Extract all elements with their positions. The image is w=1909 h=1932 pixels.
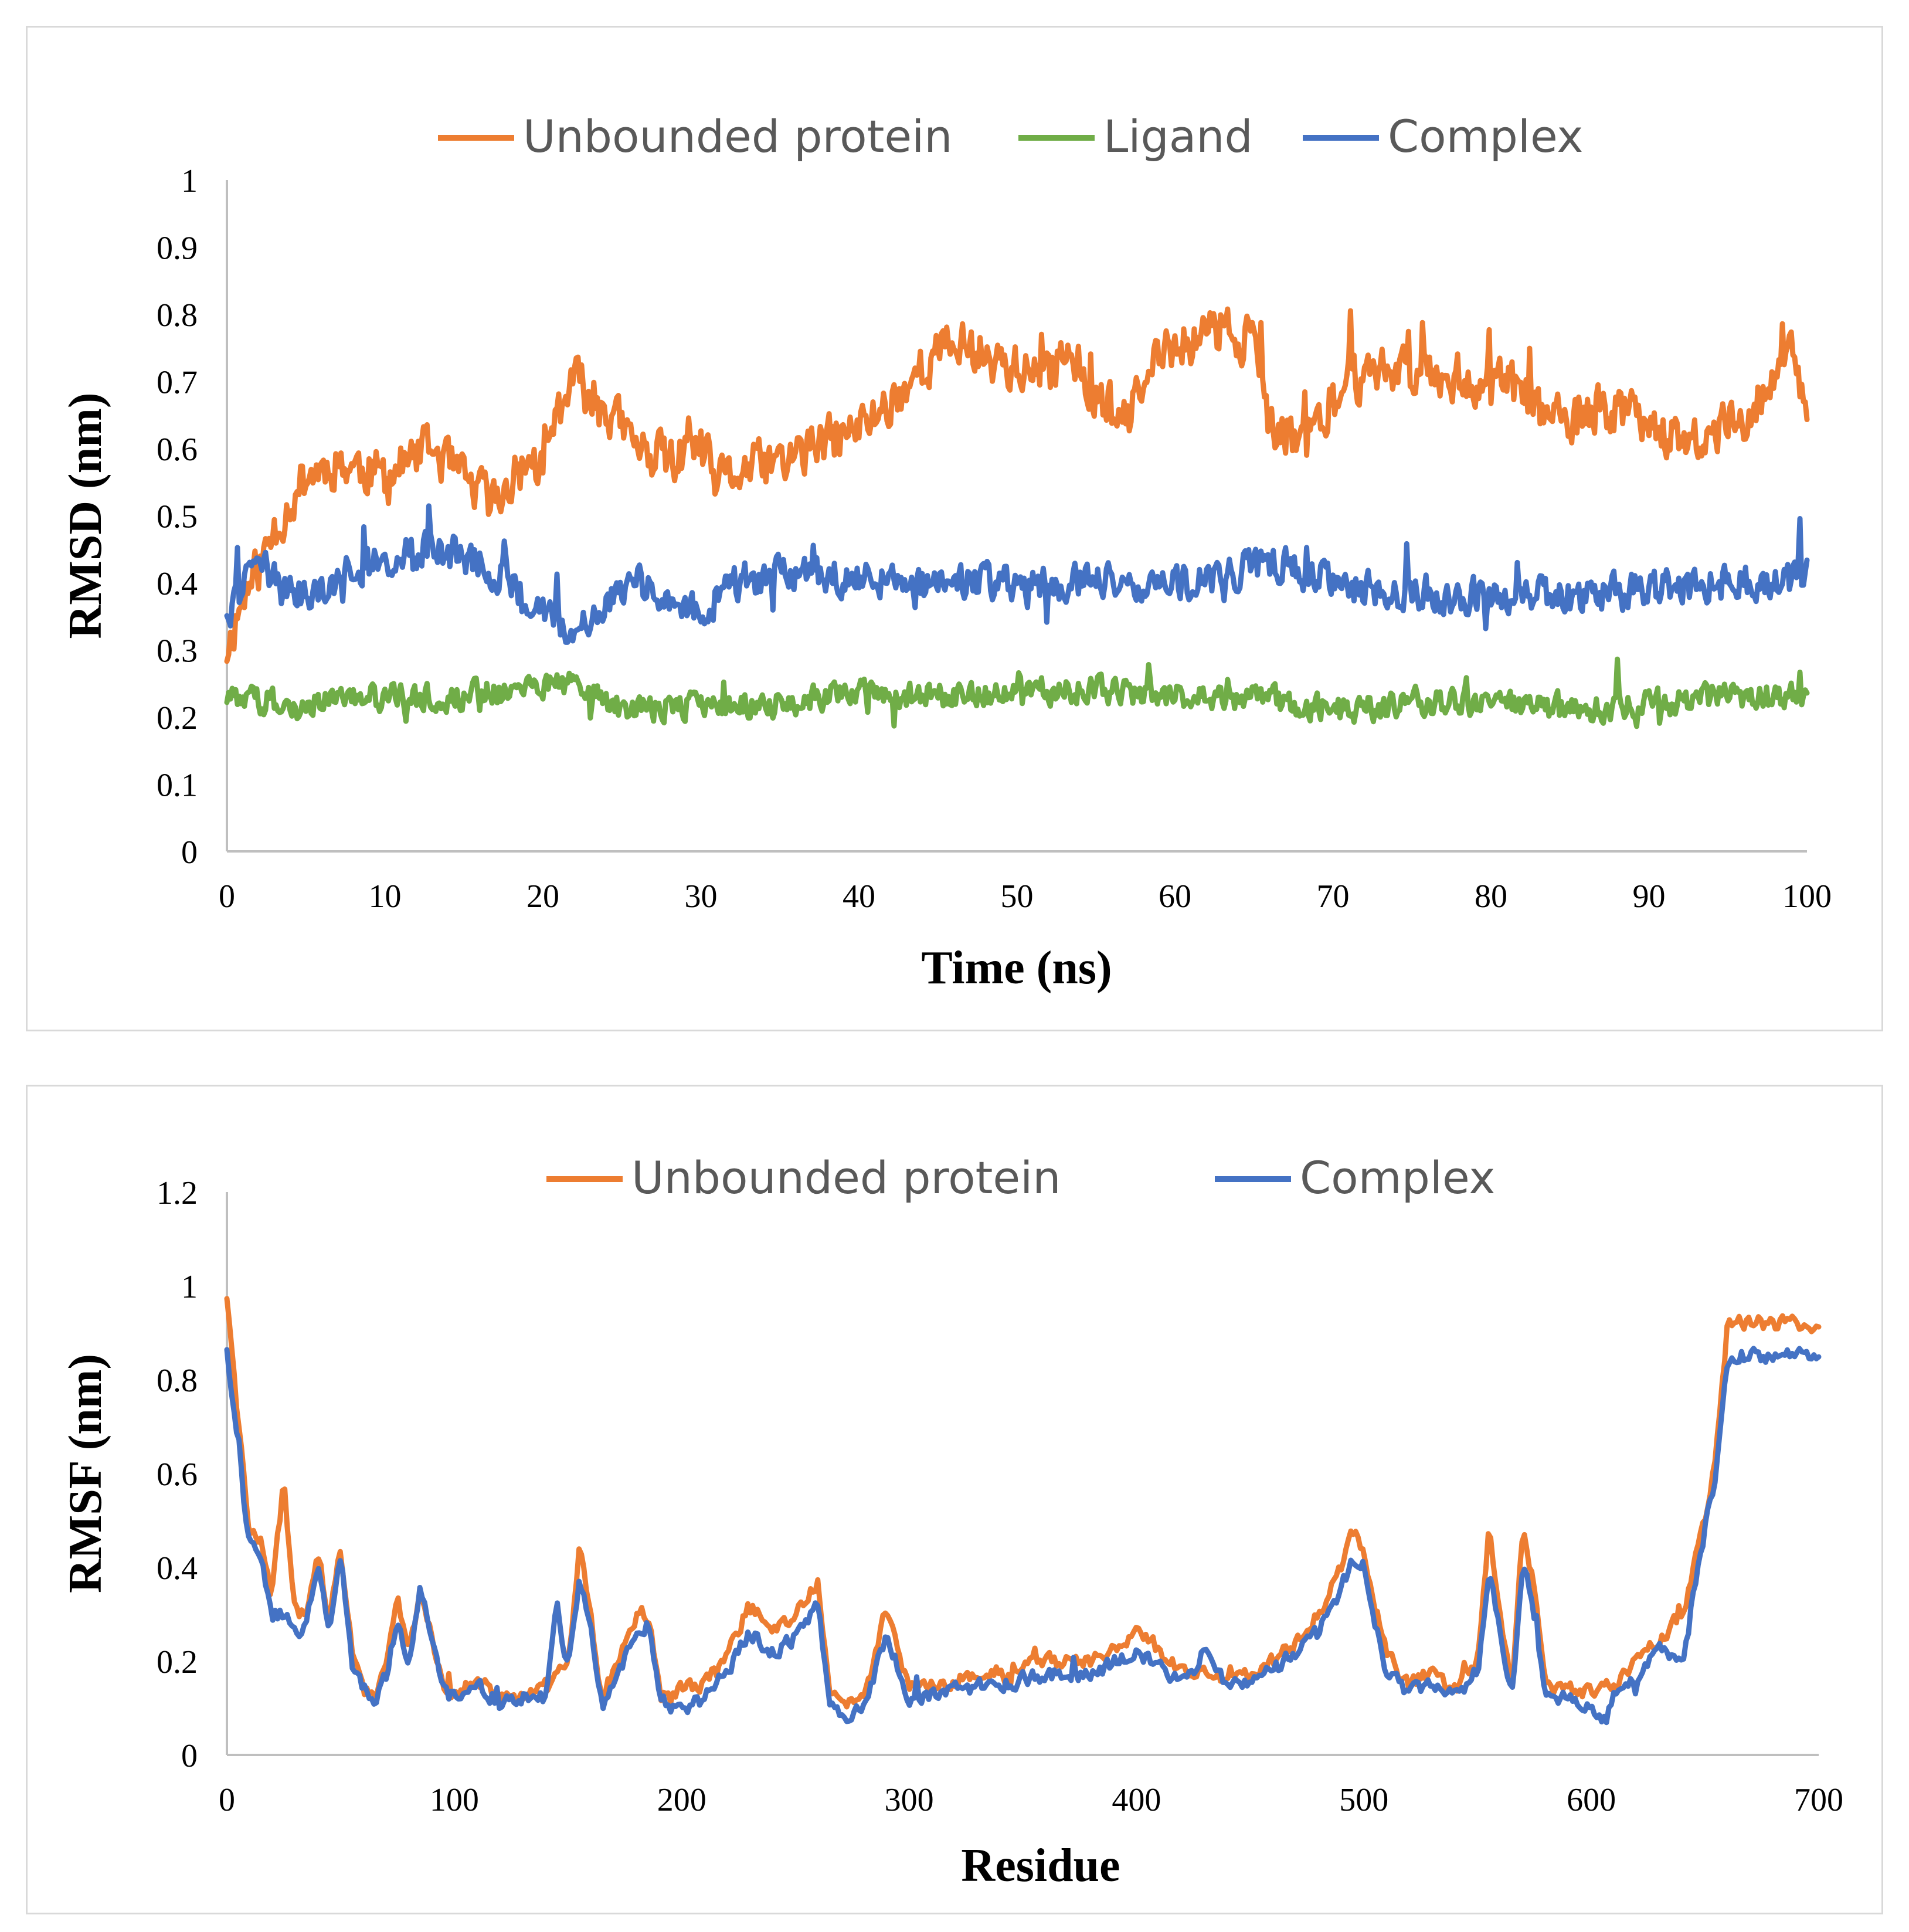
rmsf-x-tick-label: 500 (1339, 1782, 1388, 1818)
rmsd-legend-label-ligand: Ligand (1103, 110, 1253, 162)
rmsf-y-tick-label: 0 (181, 1738, 198, 1774)
rmsd-x-axis-title: Time (ns) (921, 942, 1112, 994)
rmsd-y-tick-label: 0.3 (157, 633, 198, 670)
rmsd-y-tick-label: 0 (181, 834, 198, 871)
rmsd-x-tick-label: 50 (1001, 878, 1034, 915)
rmsd-x-tick-label: 80 (1475, 878, 1507, 915)
rmsf-x-tick-label: 0 (219, 1782, 235, 1818)
rmsf-series-complex (224, 1346, 1822, 1726)
rmsd-y-tick-label: 0.5 (157, 499, 198, 535)
rmsf-x-tick-label: 100 (430, 1782, 479, 1818)
rmsd-series-complex (224, 503, 1810, 645)
rmsf-x-tick-label: 700 (1794, 1782, 1843, 1818)
rmsf-chart: 0 0.2 0.4 0.6 0.8 1 1.2 0 100 200 300 400 500 600 700 R… (60, 1152, 1843, 1892)
rmsd-x-tick-label: 20 (526, 878, 559, 915)
rmsd-y-tick-label: 0.7 (157, 365, 198, 401)
rmsd-series-unbounded-protein (224, 306, 1810, 664)
rmsd-legend-label-complex: Complex (1388, 110, 1583, 162)
rmsd-chart: 00.10.20.30.40.50.60.70.80.910 10 20 30 40 50… (60, 110, 1832, 994)
rmsf-y-tick-label: 0.4 (157, 1550, 198, 1587)
rmsd-series-ligand (224, 656, 1810, 729)
rmsd-x-tick-label: 0 (219, 878, 235, 915)
rmsf-x-axis-title: Residue (961, 1840, 1120, 1892)
rmsd-x-tick-label: 40 (843, 878, 875, 915)
rmsf-series-unbounded-protein (224, 1296, 1822, 1710)
rmsf-y-tick-label: 1.2 (157, 1175, 198, 1211)
rmsf-y-tick-label: 1 (181, 1269, 198, 1305)
rmsf-y-tick-label: 0.2 (157, 1644, 198, 1680)
rmsf-legend-label-unbounded-protein: Unbounded protein (631, 1152, 1061, 1204)
rmsd-y-axis-title: RMSD (nm) (60, 393, 111, 639)
rmsf-x-tick-label: 600 (1567, 1782, 1616, 1818)
rmsf-y-tick-label: 0.8 (157, 1363, 198, 1399)
rmsd-y-tick-label: 1 (181, 163, 198, 199)
rmsd-y-tick-label: 0.1 (157, 768, 198, 804)
rmsd-x-tick-label: 90 (1633, 878, 1666, 915)
rmsf-chart-panel: 0 0.2 0.4 0.6 0.8 1 1.2 0 100 200 300 400 500 600 700 R… (26, 1085, 1883, 1914)
rmsf-x-tick-label: 200 (657, 1782, 706, 1818)
rmsf-x-tick-label: 400 (1112, 1782, 1161, 1818)
rmsd-x-tick-label: 70 (1317, 878, 1350, 915)
rmsd-chart-panel: 0 0.1 0.2 0.3 0.4 0.5 0.6 0.7 0.8 0.9 1 0 10 20 30 40 50… (26, 26, 1883, 1031)
rmsf-legend-label-complex: Complex (1300, 1152, 1495, 1204)
rmsd-y-tick-label: 0.6 (157, 432, 198, 468)
rmsd-y-tick-label: 0.4 (157, 566, 198, 602)
rmsf-x-tick-label: 300 (885, 1782, 934, 1818)
rmsd-x-tick-label: 10 (369, 878, 402, 915)
rmsd-legend-label-unbounded-protein: Unbounded protein (523, 110, 952, 162)
rmsf-y-tick-label: 0.6 (157, 1456, 198, 1493)
rmsd-y-tick-label: 0.2 (157, 700, 198, 736)
rmsd-x-tick-label: 100 (1782, 878, 1832, 915)
rmsd-y-tick-label: 0.8 (157, 297, 198, 334)
rmsf-y-axis-title: RMSF (nm) (60, 1354, 111, 1593)
rmsd-y-tick-label: 0.9 (157, 230, 198, 267)
rmsd-x-tick-label: 30 (685, 878, 718, 915)
rmsd-x-tick-label: 60 (1159, 878, 1191, 915)
